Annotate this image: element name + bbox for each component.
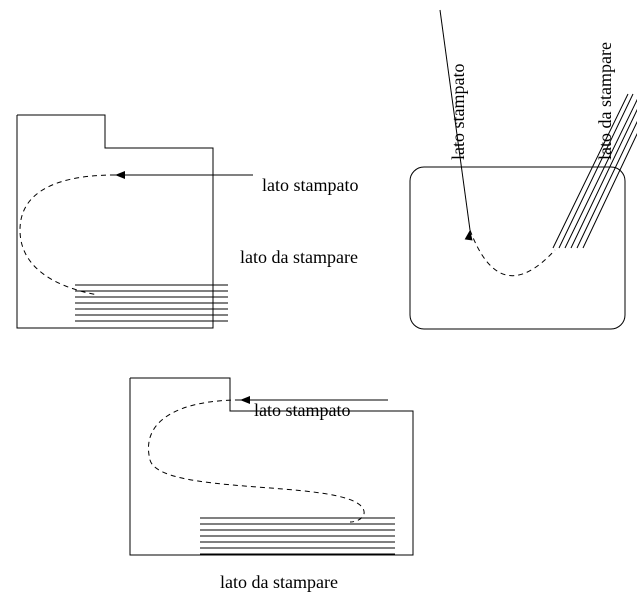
diag2-hatch-line	[553, 94, 628, 248]
diag2-label-printed: lato stampato	[448, 64, 469, 160]
diag3-label-toprint: lato da stampare	[220, 572, 338, 593]
diag1-label-printed: lato stampato	[262, 175, 358, 196]
diag1-outline	[17, 115, 213, 328]
diag2-label-toprint: lato da stampare	[595, 42, 616, 160]
diag2-path-dashed	[470, 230, 555, 276]
diag1-path-dashed	[20, 175, 115, 295]
diag1-label-toprint: lato da stampare	[240, 247, 358, 268]
diag3-label-printed: lato stampato	[254, 400, 350, 421]
